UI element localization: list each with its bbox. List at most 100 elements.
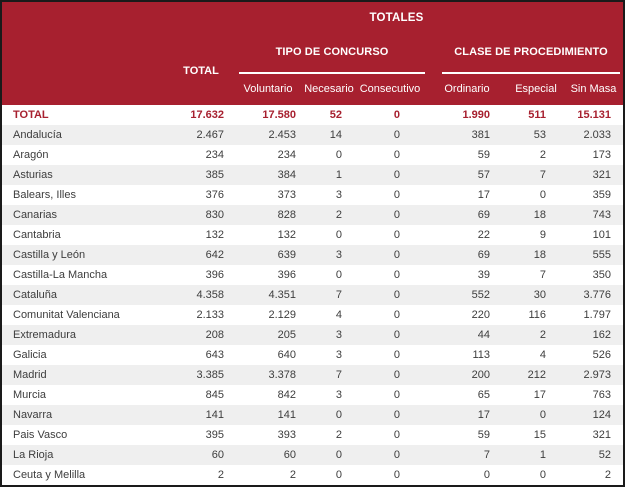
value-cell: 552 bbox=[471, 289, 490, 301]
value-cell: 17 bbox=[533, 389, 546, 401]
value-cell: 0 bbox=[539, 409, 546, 421]
value-cell: 1.797 bbox=[583, 309, 611, 321]
value-cell: 3 bbox=[335, 389, 342, 401]
value-cell: 22 bbox=[477, 229, 490, 241]
value-cell: 132 bbox=[205, 229, 224, 241]
table-row: Castilla y León 642 639 3 0 69 18 555 bbox=[2, 245, 623, 265]
region-name: Canarias bbox=[13, 209, 58, 221]
value-cell: 2 bbox=[217, 469, 224, 481]
value-cell: 205 bbox=[277, 329, 296, 341]
value-cell: 0 bbox=[393, 189, 400, 201]
value-cell: 124 bbox=[592, 409, 611, 421]
value-cell: 0 bbox=[335, 409, 342, 421]
table-row: Ceuta y Melilla 2 2 0 0 0 0 2 bbox=[2, 465, 623, 485]
value-cell: 2 bbox=[335, 209, 342, 221]
value-cell: 39 bbox=[477, 269, 490, 281]
region-name: Ceuta y Melilla bbox=[13, 469, 86, 481]
value-cell: 2 bbox=[539, 149, 546, 161]
value-cell: 2.033 bbox=[583, 129, 611, 141]
value-cell: 0 bbox=[393, 129, 400, 141]
value-cell: 132 bbox=[277, 229, 296, 241]
value-cell: 141 bbox=[205, 409, 224, 421]
column-header-especial: Especial bbox=[515, 83, 557, 95]
value-cell: 52 bbox=[329, 109, 342, 121]
value-cell: 1 bbox=[335, 169, 342, 181]
region-name: Galicia bbox=[13, 349, 47, 361]
value-cell: 395 bbox=[205, 429, 224, 441]
value-cell: 0 bbox=[393, 289, 400, 301]
table-row: Aragón 234 234 0 0 59 2 173 bbox=[2, 145, 623, 165]
value-cell: 0 bbox=[335, 229, 342, 241]
value-cell: 18 bbox=[533, 209, 546, 221]
value-cell: 3.378 bbox=[268, 369, 296, 381]
value-cell: 17 bbox=[477, 409, 490, 421]
value-cell: 396 bbox=[205, 269, 224, 281]
value-cell: 101 bbox=[592, 229, 611, 241]
value-cell: 2 bbox=[289, 469, 296, 481]
region-name: TOTAL bbox=[13, 109, 49, 121]
value-cell: 3 bbox=[335, 349, 342, 361]
value-cell: 2.133 bbox=[196, 309, 224, 321]
value-cell: 0 bbox=[393, 349, 400, 361]
value-cell: 511 bbox=[528, 109, 546, 121]
group-header-clase-label: CLASE DE PROCEDIMIENTO bbox=[454, 46, 608, 58]
value-cell: 642 bbox=[205, 249, 224, 261]
value-cell: 2.973 bbox=[583, 369, 611, 381]
total-row: TOTAL 17.632 17.580 52 0 1.990 511 15.131 bbox=[2, 105, 623, 125]
value-cell: 350 bbox=[592, 269, 611, 281]
value-cell: 4 bbox=[539, 349, 546, 361]
value-cell: 15 bbox=[533, 429, 546, 441]
value-cell: 0 bbox=[483, 469, 490, 481]
value-cell: 2.467 bbox=[196, 129, 224, 141]
value-cell: 53 bbox=[533, 129, 546, 141]
value-cell: 173 bbox=[592, 149, 611, 161]
value-cell: 1 bbox=[539, 449, 546, 461]
value-cell: 0 bbox=[393, 409, 400, 421]
value-cell: 0 bbox=[393, 329, 400, 341]
value-cell: 385 bbox=[205, 169, 224, 181]
value-cell: 9 bbox=[539, 229, 546, 241]
region-name: Andalucía bbox=[13, 129, 62, 141]
region-name: Castilla-La Mancha bbox=[13, 269, 108, 281]
value-cell: 15.131 bbox=[577, 109, 611, 121]
value-cell: 0 bbox=[393, 229, 400, 241]
value-cell: 3.776 bbox=[583, 289, 611, 301]
table-row: Asturias 385 384 1 0 57 7 321 bbox=[2, 165, 623, 185]
value-cell: 113 bbox=[472, 349, 490, 361]
value-cell: 2.129 bbox=[268, 309, 296, 321]
table-row: Cataluña 4.358 4.351 7 0 552 30 3.776 bbox=[2, 285, 623, 305]
table-row: Andalucía 2.467 2.453 14 0 381 53 2.033 bbox=[2, 125, 623, 145]
value-cell: 60 bbox=[211, 449, 224, 461]
value-cell: 0 bbox=[393, 209, 400, 221]
value-cell: 57 bbox=[477, 169, 490, 181]
value-cell: 0 bbox=[393, 369, 400, 381]
value-cell: 69 bbox=[477, 249, 490, 261]
value-cell: 0 bbox=[335, 149, 342, 161]
value-cell: 17.580 bbox=[262, 109, 296, 121]
column-header-consecutivo: Consecutivo bbox=[359, 83, 421, 95]
value-cell: 1.990 bbox=[462, 109, 490, 121]
table-body: TOTAL 17.632 17.580 52 0 1.990 511 15.131 Andalu… bbox=[2, 105, 623, 485]
value-cell: 7 bbox=[483, 449, 490, 461]
value-cell: 208 bbox=[205, 329, 224, 341]
value-cell: 321 bbox=[592, 429, 611, 441]
value-cell: 234 bbox=[277, 149, 296, 161]
table-row: La Rioja 60 60 0 0 7 1 52 bbox=[2, 445, 623, 465]
value-cell: 4.358 bbox=[196, 289, 224, 301]
column-header-sin-masa: Sin Masa bbox=[570, 83, 617, 95]
value-cell: 52 bbox=[598, 449, 611, 461]
value-cell: 14 bbox=[329, 129, 342, 141]
region-name: Pais Vasco bbox=[13, 429, 68, 441]
value-cell: 830 bbox=[205, 209, 224, 221]
value-cell: 0 bbox=[539, 469, 546, 481]
value-cell: 141 bbox=[277, 409, 296, 421]
value-cell: 4.351 bbox=[268, 289, 296, 301]
table-row: Pais Vasco 395 393 2 0 59 15 321 bbox=[2, 425, 623, 445]
value-cell: 7 bbox=[539, 269, 546, 281]
value-cell: 44 bbox=[477, 329, 490, 341]
value-cell: 845 bbox=[205, 389, 224, 401]
region-name: Comunitat Valenciana bbox=[13, 309, 120, 321]
region-name: Murcia bbox=[13, 389, 47, 401]
value-cell: 0 bbox=[393, 469, 400, 481]
